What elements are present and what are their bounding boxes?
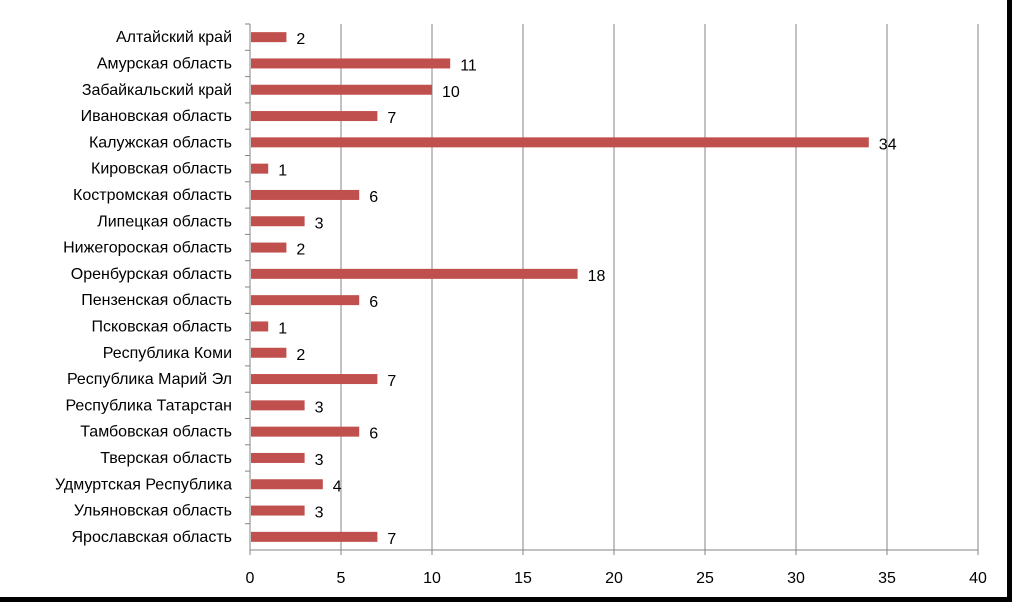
- bar: [251, 216, 305, 227]
- data-label: 4: [333, 478, 342, 495]
- axes: [245, 23, 979, 555]
- category-label: Республика Татарстан: [65, 397, 232, 414]
- data-label: 3: [315, 452, 324, 469]
- data-label: 2: [296, 31, 305, 48]
- category-label: Республика Коми: [103, 345, 232, 362]
- x-tick-label: 5: [337, 570, 346, 587]
- bar: [251, 84, 432, 95]
- data-label: 3: [315, 215, 324, 232]
- bar: [251, 479, 323, 490]
- x-tick-label: 40: [969, 570, 987, 587]
- category-label: Нижегороская область: [63, 240, 232, 257]
- x-tick-label: 15: [514, 570, 532, 587]
- x-tick-label: 35: [878, 570, 896, 587]
- category-label: Забайкальский край: [82, 82, 232, 99]
- data-label: 7: [387, 373, 396, 390]
- data-label: 6: [369, 426, 378, 443]
- category-label: Амурская область: [97, 55, 232, 72]
- gridlines: [340, 24, 979, 550]
- bar: [251, 531, 378, 542]
- category-label: Кировская область: [91, 161, 232, 178]
- category-labels: Алтайский край Амурская область Забайкальс…: [55, 29, 232, 546]
- category-label: Тверская область: [100, 450, 232, 467]
- category-label: Пензенская область: [81, 292, 232, 309]
- x-tick-label: 20: [605, 570, 623, 587]
- bar: [251, 111, 378, 122]
- category-label: Алтайский край: [116, 29, 232, 46]
- data-label: 3: [315, 399, 324, 416]
- category-label: Ульяновская область: [74, 503, 232, 520]
- category-label: Калужская область: [89, 134, 232, 151]
- data-label: 10: [442, 84, 460, 101]
- data-label: 6: [369, 189, 378, 206]
- category-label: Оренбурская область: [71, 266, 232, 283]
- data-label: 3: [315, 505, 324, 522]
- bar: [251, 32, 287, 43]
- bar: [251, 295, 360, 306]
- data-label: 18: [588, 268, 606, 285]
- bar: [251, 374, 378, 385]
- category-label: Липецкая область: [97, 213, 232, 230]
- bar: [251, 505, 305, 516]
- bar: [251, 58, 451, 69]
- bar: [251, 163, 269, 174]
- bar: [251, 426, 360, 437]
- x-tick-label: 0: [246, 570, 255, 587]
- category-label: Тамбовская область: [80, 424, 232, 441]
- x-tick-label: 25: [696, 570, 714, 587]
- data-label: 11: [460, 57, 477, 74]
- data-label: 2: [296, 242, 305, 259]
- category-label: Ивановская область: [81, 108, 232, 125]
- data-label: 7: [387, 531, 396, 548]
- category-label: Ярославская область: [71, 529, 232, 546]
- bar: [251, 268, 578, 279]
- data-label: 2: [296, 347, 305, 364]
- data-label: 1: [278, 320, 287, 337]
- bar: [251, 347, 287, 358]
- category-label: Удмуртская Республика: [55, 476, 232, 493]
- category-label: Псковская область: [92, 318, 233, 335]
- data-label: 34: [879, 136, 897, 153]
- x-tick-label: 10: [423, 570, 441, 587]
- bar: [251, 452, 305, 463]
- category-label: Республика Марий Эл: [67, 371, 232, 388]
- data-label: 7: [387, 110, 396, 127]
- x-tick-labels: 0 5 10 15 20 25 30 35 40: [246, 570, 987, 587]
- bar: [251, 400, 305, 411]
- bar: [251, 137, 869, 148]
- data-label: 1: [278, 163, 287, 180]
- bars: [251, 32, 869, 542]
- x-tick-label: 30: [787, 570, 805, 587]
- bar: [251, 242, 287, 253]
- bar: [251, 321, 269, 332]
- data-label: 6: [369, 294, 378, 311]
- bar: [251, 189, 360, 200]
- category-label: Костромская область: [73, 187, 232, 204]
